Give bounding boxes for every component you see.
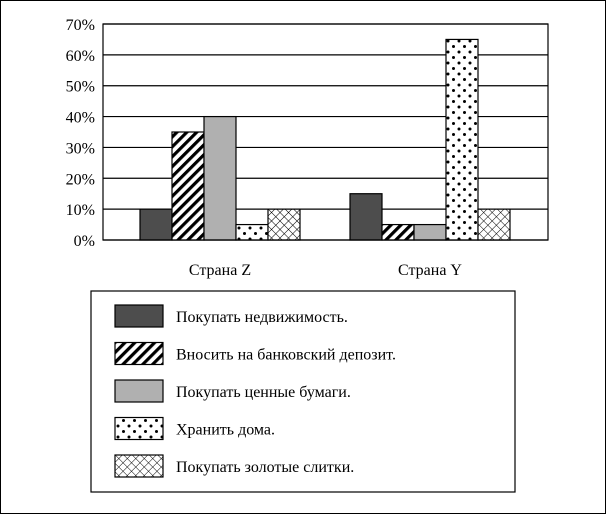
bar	[477, 208, 511, 241]
y-tick-label: 20%	[66, 171, 95, 188]
y-tick-label: 10%	[66, 202, 95, 219]
y-tick-labels: 0% 10% 20% 30% 40% 50% 60% 70%	[66, 17, 95, 250]
legend-swatch	[114, 416, 164, 441]
legend-swatch	[114, 379, 164, 403]
y-tick-label: 40%	[66, 110, 95, 127]
bar	[445, 38, 479, 241]
y-tick-label: 30%	[66, 140, 95, 157]
legend-label: Хранить дома.	[176, 422, 275, 439]
bar	[267, 208, 301, 241]
bar	[235, 223, 269, 241]
bar	[349, 193, 383, 241]
legend-label: Вносить на банковский депозит.	[176, 347, 396, 364]
bar	[381, 223, 415, 241]
legend-label: Покупать золотые слитки.	[176, 459, 354, 476]
bar	[139, 208, 173, 241]
bar	[171, 131, 205, 241]
gridlines	[103, 23, 548, 241]
legend-label: Покупать ценные бумаги.	[176, 384, 351, 401]
axes	[102, 23, 549, 241]
y-tick-label: 50%	[66, 79, 95, 96]
category-label: Страна Z	[189, 262, 251, 279]
y-tick-label: 0%	[74, 233, 95, 250]
category-labels: Страна Z Страна Y	[189, 262, 463, 279]
legend: Покупать недвижимость. Вносить на банковс…	[90, 290, 516, 493]
legend-label: Покупать недвижимость.	[176, 309, 348, 326]
plot-border	[102, 23, 549, 241]
category-label: Страна Y	[398, 262, 462, 279]
bar	[413, 223, 447, 241]
y-tick-label: 60%	[66, 48, 95, 65]
bar	[203, 115, 237, 241]
bars	[139, 38, 511, 241]
legend-swatch	[114, 341, 164, 366]
legend-swatch	[114, 304, 164, 328]
y-tick-label: 70%	[66, 17, 95, 34]
legend-swatch	[114, 454, 164, 478]
